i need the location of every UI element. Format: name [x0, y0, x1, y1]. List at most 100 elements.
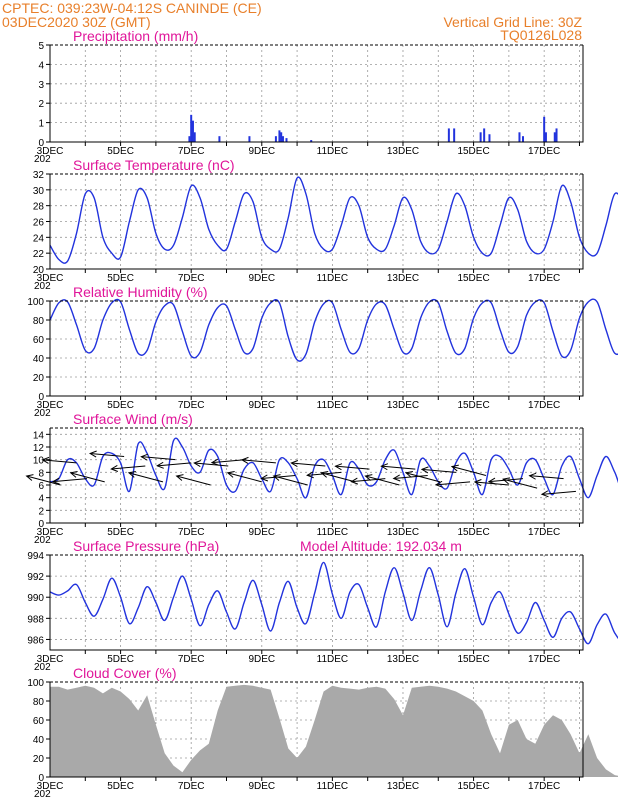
wind-arrow-shaft: [381, 465, 416, 470]
y-tick-label: 20: [33, 754, 45, 765]
x-tick-label: 17DEC: [528, 781, 560, 792]
wind-arrow-shaft: [211, 459, 246, 464]
wind-arrow-head: [306, 471, 314, 479]
y-tick-label: 986: [27, 635, 44, 646]
wind-arrow: [193, 460, 229, 468]
y-tick-label: 14: [33, 430, 45, 441]
x-tick-label: 5DEC: [107, 273, 134, 284]
x-tick-label: 15DEC: [457, 400, 489, 411]
x-tick-label: 3DEC: [37, 400, 64, 411]
wind-arrow-shaft: [26, 475, 61, 486]
wind-arrow-head: [404, 471, 414, 478]
precip-bar: [521, 136, 524, 142]
x-tick-label: 5DEC: [107, 400, 134, 411]
x-tick-label: 13DEC: [387, 400, 419, 411]
y-tick-label: 4: [38, 60, 44, 71]
station-line: CPTEC: 039:23W-04:12S CANINDE (CE): [2, 0, 262, 16]
y-tick-label: 5: [38, 41, 44, 52]
x-tick-label: 9DEC: [248, 146, 275, 157]
precip-bar: [544, 132, 547, 142]
wind-arrow-shaft: [111, 465, 146, 470]
x-tick-label: 9DEC: [248, 654, 275, 665]
wind-arrow-head: [210, 458, 219, 466]
precip-bar: [555, 128, 558, 142]
y-tick-label: 990: [27, 593, 44, 604]
x-tick-label: 3DEC: [37, 146, 64, 157]
panel-note: Model Altitude: 192.034 m: [300, 538, 462, 554]
precip-bar: [483, 128, 486, 142]
wind-arrow: [502, 477, 538, 489]
x-tick-label: 17DEC: [528, 400, 560, 411]
wind-arrow: [392, 474, 428, 482]
wind-arrow-head: [69, 471, 78, 478]
precip-bar: [190, 114, 193, 142]
precip-bar: [553, 132, 556, 142]
precip-bar: [280, 132, 283, 142]
x-tick-label: 3DEC: [37, 781, 64, 792]
x-tick-label: 15DEC: [457, 654, 489, 665]
x-year-label-clipped: 202: [34, 408, 51, 419]
wind-arrow-shaft: [405, 472, 441, 483]
y-tick-label: 26: [33, 218, 45, 229]
x-tick-label: 9DEC: [248, 273, 275, 284]
x-year-label-clipped: 202: [34, 789, 51, 800]
y-tick-label: 0: [38, 392, 44, 403]
y-tick-label: 32: [33, 170, 45, 181]
x-tick-label: 11DEC: [317, 146, 349, 157]
y-tick-label: 992: [27, 572, 44, 583]
wind-arrow-shaft: [90, 453, 125, 457]
wind-arrow-head: [25, 474, 34, 481]
panel-title: Surface Pressure (hPa): [73, 538, 219, 554]
wind-arrow-shaft: [351, 478, 386, 483]
wind-arrow: [404, 471, 441, 483]
x-tick-label: 5DEC: [107, 146, 134, 157]
y-tick-label: 12: [33, 443, 45, 454]
precip-bar: [479, 132, 482, 142]
frame: [49, 45, 584, 143]
wind-arrow: [240, 456, 276, 464]
wind-arrow: [110, 464, 146, 472]
y-tick-label: 100: [27, 297, 44, 308]
wind-arrow: [364, 474, 400, 486]
wind-arrow-head: [272, 474, 281, 481]
wind-arrow-head: [502, 477, 511, 485]
y-tick-label: 24: [33, 233, 45, 244]
x-tick-label: 13DEC: [387, 527, 419, 538]
wind-arrow: [434, 480, 471, 488]
wind-arrow-shaft: [128, 472, 164, 483]
precip-bar: [518, 132, 521, 142]
wind-arrow: [420, 466, 456, 474]
x-tick-label: 11DEC: [317, 527, 349, 538]
frame: [49, 682, 584, 778]
wind-arrow-head: [364, 474, 373, 481]
wind-arrow-shaft: [335, 465, 370, 470]
wind-arrow-shaft: [541, 490, 576, 495]
wind-arrow-shaft: [365, 475, 400, 486]
wind-arrow-shaft: [474, 481, 509, 486]
x-tick-label: 11DEC: [317, 273, 349, 284]
precip-bar: [193, 132, 196, 142]
wind-arrow-shaft: [451, 466, 487, 476]
x-tick-label: 5DEC: [107, 781, 134, 792]
wind-arrow-head: [240, 456, 249, 464]
wind-arrow-head: [473, 479, 482, 487]
precip-bar: [278, 130, 281, 142]
wind-arrow: [450, 464, 487, 476]
wind-arrow: [320, 471, 356, 483]
wind-arrow: [156, 461, 192, 469]
wind-arrow: [88, 450, 125, 458]
wind-arrow-shaft: [321, 472, 356, 483]
x-tick-label: 15DEC: [457, 146, 489, 157]
wind-arrow-shaft: [42, 459, 77, 464]
precip-bar: [188, 136, 191, 142]
x-tick-label: 9DEC: [248, 527, 275, 538]
x-tick-label: 9DEC: [248, 400, 275, 411]
x-tick-label: 5DEC: [107, 527, 134, 538]
vertical-grid-note: Vertical Grid Line: 30Z: [443, 14, 582, 30]
y-tick-label: 1: [38, 119, 44, 130]
panel-temperature: 20 22 24 26 28 30 32 3DEC 5DEC 7DEC 9DEC 11DEC 13DEC…: [33, 157, 618, 292]
x-tick-label: 15DEC: [457, 527, 489, 538]
y-tick-label: 2: [38, 99, 44, 110]
wind-arrow-head: [88, 450, 97, 458]
y-tick-label: 994: [27, 551, 44, 562]
